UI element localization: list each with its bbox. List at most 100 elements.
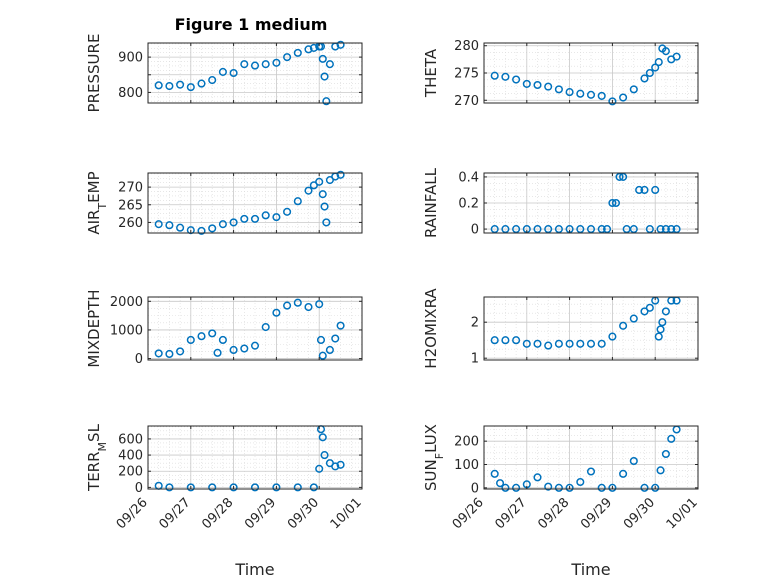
subplot-theta: 270 275 280 THETA — [422, 39, 699, 109]
y-tick-label: 270 — [454, 94, 479, 109]
data-point — [229, 68, 238, 78]
data-point — [293, 48, 302, 57]
data-point — [272, 58, 281, 67]
figure-title: Figure 1 medium — [175, 15, 328, 34]
data-point — [283, 301, 292, 310]
data-point — [229, 483, 238, 492]
axes-box — [483, 296, 699, 361]
data-point — [315, 464, 324, 473]
data-point — [586, 467, 596, 476]
data-point — [565, 483, 574, 492]
x-tick-label: 09/29 — [578, 495, 615, 532]
data-point — [315, 177, 324, 186]
data-point — [544, 82, 553, 91]
data-point — [619, 321, 628, 330]
data-point — [322, 218, 331, 227]
data-point — [336, 170, 345, 179]
y-tick-label: 900 — [118, 51, 143, 66]
subplot-mixdepth: 0 1000 2000 MIXDEPTH — [85, 289, 363, 368]
data-point — [315, 300, 324, 309]
data-point — [554, 339, 563, 348]
data-point — [165, 221, 174, 230]
axes-box — [147, 42, 363, 104]
data-point — [490, 225, 499, 234]
data-point — [154, 81, 163, 90]
data-point — [272, 308, 281, 317]
data-point — [197, 79, 206, 88]
y-axis-label: MIXDEPTH — [85, 289, 103, 367]
y-tick-label: 200 — [454, 435, 479, 450]
data-point — [283, 53, 292, 62]
data-point — [318, 54, 327, 63]
data-point — [603, 225, 612, 234]
subplot-pressure: 800 900 PRESSURE — [85, 34, 363, 113]
data-point — [293, 197, 302, 206]
data-point — [331, 462, 340, 471]
data-point — [501, 225, 510, 234]
y-axis-label: PRESSURE — [85, 34, 103, 113]
data-point — [576, 477, 585, 487]
data-point — [261, 211, 270, 220]
data-point — [213, 348, 222, 357]
x-axis-label: Time — [570, 560, 610, 579]
data-point — [656, 325, 665, 334]
data-point — [629, 314, 638, 323]
data-point — [651, 185, 660, 195]
data-point — [565, 88, 574, 97]
y-tick-label: 270 — [118, 181, 143, 196]
y-tick-label: 0 — [135, 481, 143, 496]
data-point — [645, 68, 654, 78]
data-point — [501, 336, 510, 345]
y-tick-label: 800 — [118, 86, 143, 101]
data-point — [250, 341, 260, 350]
y-tick-label: 265 — [118, 198, 143, 213]
data-point — [320, 202, 329, 211]
data-point — [186, 483, 195, 492]
y-axis-label: THETA — [422, 48, 440, 98]
data-point — [304, 186, 313, 195]
data-point — [197, 226, 206, 235]
data-point — [318, 433, 327, 442]
data-point — [586, 339, 596, 348]
x-tick-label: 09/28 — [199, 495, 236, 532]
data-point — [512, 336, 521, 345]
data-point — [672, 225, 681, 234]
data-point — [654, 58, 663, 67]
data-point — [645, 303, 654, 312]
data-point — [586, 225, 596, 234]
data-point — [293, 483, 302, 492]
data-point — [586, 90, 596, 99]
data-point — [522, 339, 531, 348]
data-point — [608, 198, 617, 208]
data-point — [250, 214, 260, 223]
y-axis-label: H2OMIXRA — [422, 288, 440, 369]
axes-box — [483, 425, 699, 490]
data-point — [608, 97, 617, 106]
data-point — [336, 321, 345, 330]
data-point — [197, 332, 206, 341]
subplot-rainfall: 0 0.2 0.4 RAINFALL — [422, 167, 699, 238]
y-tick-label: 0 — [471, 223, 479, 238]
x-tick-label: 09/29 — [242, 495, 279, 532]
axes-box — [147, 296, 363, 361]
data-point — [512, 225, 521, 234]
data-point — [544, 225, 553, 234]
x-tick-label: 09/26 — [114, 495, 151, 532]
data-point — [611, 198, 621, 208]
y-tick-label: 275 — [454, 67, 479, 82]
data-point — [533, 225, 542, 234]
data-point — [218, 220, 227, 229]
y-tick-label: 1 — [471, 352, 479, 367]
data-point — [608, 332, 617, 341]
data-point — [654, 332, 663, 341]
data-point — [533, 473, 542, 482]
data-point — [325, 176, 334, 185]
data-point — [218, 67, 227, 76]
data-point — [229, 218, 238, 227]
x-tick-label: 09/30 — [621, 495, 658, 532]
data-point — [176, 223, 185, 232]
data-point — [208, 76, 217, 85]
data-point — [240, 214, 249, 223]
data-point — [496, 479, 505, 488]
data-point — [645, 225, 654, 234]
